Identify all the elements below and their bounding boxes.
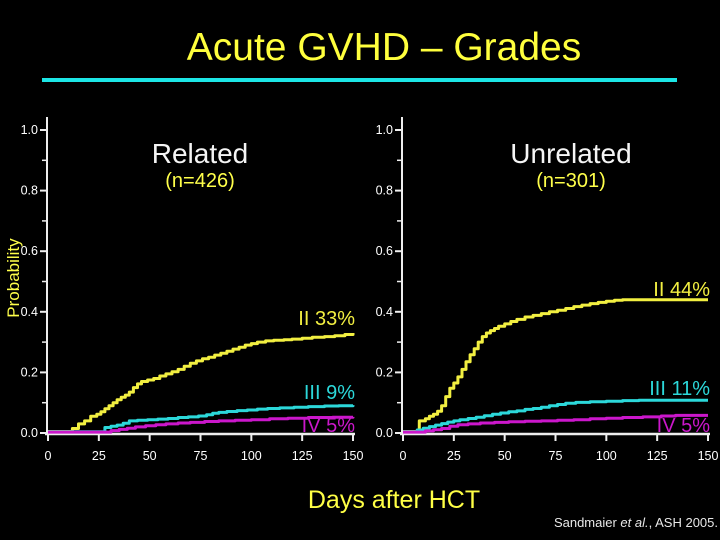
svg-text:75: 75 <box>549 449 563 463</box>
svg-text:100: 100 <box>596 449 617 463</box>
curve-label-related-grade-ii: II 33% <box>298 308 355 330</box>
curve-related-grade-iii <box>48 404 355 434</box>
svg-text:75: 75 <box>194 449 208 463</box>
right-panel-title: Unrelated <box>510 138 632 169</box>
svg-text:0: 0 <box>45 449 52 463</box>
curve-unrelated-grade-ii <box>403 298 708 433</box>
curve-label-unrelated-grade-iv: IV 5% <box>657 415 711 437</box>
right-plot-tick-labels: 0.0 0.2 0.4 0.6 0.8 1.0 0 25 50 75 100 125 150 <box>376 123 719 463</box>
citation-rest: , ASH 2005. <box>648 515 718 530</box>
svg-text:100: 100 <box>241 449 262 463</box>
svg-text:50: 50 <box>498 449 512 463</box>
left-panel-n: (n=426) <box>165 170 235 192</box>
svg-text:25: 25 <box>92 449 106 463</box>
curve-related-grade-ii <box>48 333 355 433</box>
citation-etal: et al. <box>620 515 649 530</box>
curve-unrelated-grade-iv <box>403 413 708 434</box>
curve-label-unrelated-grade-ii: II 44% <box>653 279 710 301</box>
right-plot-axes <box>395 117 710 441</box>
svg-text:0.6: 0.6 <box>21 244 38 258</box>
svg-text:0.8: 0.8 <box>21 184 38 198</box>
svg-text:0.6: 0.6 <box>376 244 393 258</box>
svg-text:150: 150 <box>343 449 364 463</box>
y-axis-label: Probability <box>4 238 23 318</box>
svg-text:0.8: 0.8 <box>376 184 393 198</box>
svg-text:0.2: 0.2 <box>376 365 393 379</box>
svg-text:0.4: 0.4 <box>376 305 393 319</box>
left-plot-tick-labels: 0.0 0.2 0.4 0.6 0.8 1.0 0 25 50 75 100 125 150 <box>21 123 364 463</box>
curve-unrelated-grade-iii <box>403 398 708 434</box>
left-plot-axes <box>40 117 355 441</box>
citation-author: Sandmaier <box>553 515 621 530</box>
curve-related-grade-iv <box>48 415 355 434</box>
title-underline <box>42 78 677 82</box>
left-panel-title: Related <box>151 138 249 169</box>
svg-text:25: 25 <box>447 449 461 463</box>
svg-text:1.0: 1.0 <box>376 123 393 137</box>
x-axis-label: Days after HCT <box>307 486 481 514</box>
svg-text:125: 125 <box>292 449 313 463</box>
svg-text:0.4: 0.4 <box>21 305 38 319</box>
right-panel-n: (n=301) <box>536 170 606 192</box>
curve-label-unrelated-grade-iii: III 11% <box>649 378 710 400</box>
svg-text:0.0: 0.0 <box>376 426 393 440</box>
svg-text:1.0: 1.0 <box>21 123 38 137</box>
svg-text:0: 0 <box>400 449 407 463</box>
svg-text:150: 150 <box>698 449 719 463</box>
svg-text:50: 50 <box>143 449 157 463</box>
svg-text:0.0: 0.0 <box>21 426 38 440</box>
svg-text:125: 125 <box>647 449 668 463</box>
curve-label-related-grade-iv: IV 5% <box>302 415 356 437</box>
curve-label-related-grade-iii: III 9% <box>304 382 355 404</box>
slide-title: Acute GVHD – Grades <box>186 26 582 69</box>
citation: Sandmaier et al., ASH 2005. <box>554 515 718 530</box>
svg-text:0.2: 0.2 <box>21 365 38 379</box>
